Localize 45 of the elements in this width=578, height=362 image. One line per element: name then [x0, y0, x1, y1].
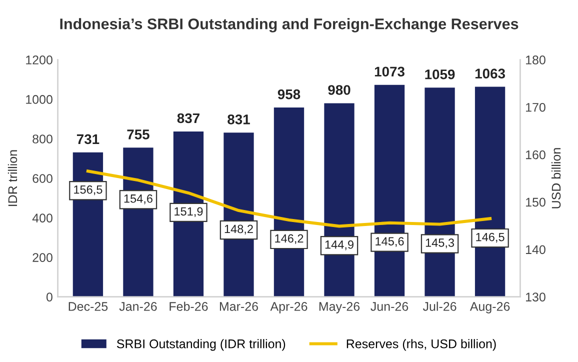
data-label: 831	[228, 114, 250, 124]
y2-tick-label: 170	[526, 102, 546, 112]
data-label: 144,9	[325, 240, 354, 250]
data-label: 145,6	[376, 237, 404, 247]
data-label: 148,2	[224, 224, 253, 235]
data-label: 151,9	[174, 207, 203, 217]
y2-axis-title: USD billion	[551, 148, 561, 208]
data-label: 154,6	[124, 194, 152, 204]
y2-tick-label: 150	[526, 198, 546, 207]
data-label: 1073	[374, 66, 404, 77]
chart-title: Indonesia’s SRBI Outstanding and Foreign-Exchange Reserves	[60, 18, 518, 32]
data-label: 156,5	[74, 185, 102, 196]
data-label: 958	[278, 89, 300, 100]
x-tick-label: Jun-26	[370, 302, 408, 311]
y2-tick-label: 130	[526, 292, 546, 302]
data-label: 980	[328, 85, 350, 95]
data-label: 146,2	[275, 234, 304, 244]
data-label: 145,3	[426, 238, 454, 248]
x-tick-label: Aug-26	[470, 302, 510, 314]
y2-tick-label: 140	[526, 245, 546, 254]
y2-tick-label: 180	[526, 56, 546, 64]
data-label: 1063	[475, 68, 505, 79]
y2-tick-label: 160	[526, 150, 546, 160]
x-tick-label: Jan-26	[119, 302, 157, 311]
legend-label: Reserves (rhs, USD billion)	[346, 339, 496, 351]
x-tick-label: Apr-26	[270, 302, 308, 314]
y-tick-label: 200	[32, 253, 52, 262]
y-tick-label: 600	[32, 174, 52, 183]
x-tick-label: Mar-26	[220, 302, 258, 311]
data-label: 1059	[425, 69, 455, 80]
y-tick-label: 400	[32, 214, 52, 222]
y-tick-label: 1000	[26, 95, 52, 104]
legend-label: SRBI Outstanding (IDR trillion)	[116, 339, 286, 351]
y-tick-label: 800	[32, 134, 52, 144]
x-tick-label: Jul-26	[422, 302, 456, 311]
y-tick-label: 0	[46, 292, 52, 302]
x-tick-label: May-26	[319, 302, 360, 314]
x-tick-label: Feb-26	[170, 302, 208, 311]
data-label: 837	[177, 113, 200, 124]
y-tick-label: 1200	[26, 56, 52, 64]
x-tick-label: Dec-25	[68, 302, 108, 311]
data-label: 731	[76, 134, 100, 144]
data-label: 755	[127, 130, 150, 140]
y-axis-title: IDR trillion	[8, 150, 18, 206]
data-label: 146,5	[476, 232, 504, 243]
